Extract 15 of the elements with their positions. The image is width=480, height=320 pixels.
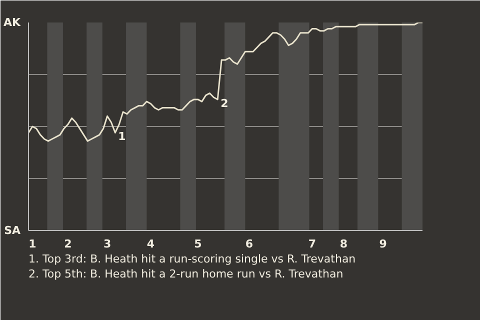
annotation: 2	[220, 96, 228, 110]
x-tick-label: 8	[340, 238, 348, 250]
x-tick-label: 5	[194, 238, 202, 250]
x-tick-label: 4	[146, 238, 155, 250]
text: AK	[3, 16, 21, 29]
x-tick-label: 6	[245, 238, 254, 250]
x-tick-label: 1	[28, 238, 36, 250]
x-tick-label: 9	[379, 238, 387, 250]
annotation: 1	[118, 130, 126, 144]
text: SA	[4, 224, 21, 237]
text: 1. Top 3rd: B. Heath hit a run-scoring single vs R. Trevathan	[28, 252, 356, 266]
x-tick-label: 2	[64, 238, 72, 250]
x-tick-label: 7	[308, 238, 316, 250]
text: 2. Top 5th: B. Heath hit a 2-run home run vs R. Trevathan	[28, 268, 344, 280]
x-tick-label: 3	[103, 238, 112, 250]
